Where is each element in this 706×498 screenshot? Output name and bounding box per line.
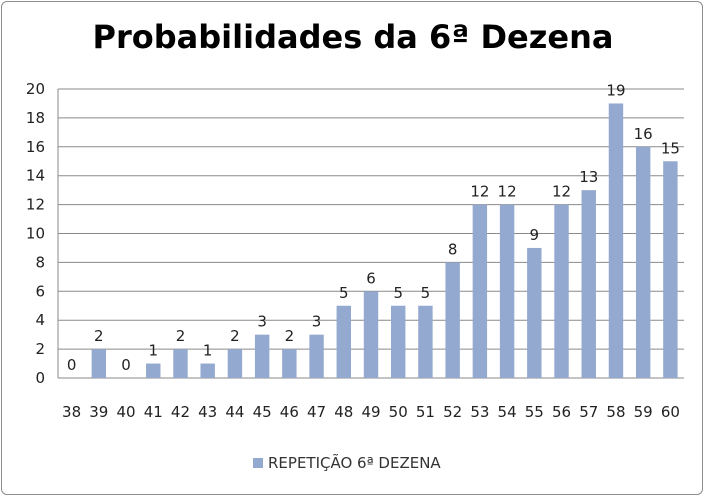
bar-54 (499, 204, 515, 378)
y-tick-label: 0 (35, 369, 45, 387)
x-tick-label: 49 (361, 403, 380, 421)
data-label: 3 (257, 313, 267, 331)
data-label: 5 (393, 284, 403, 302)
bar-53 (472, 204, 488, 378)
data-label: 8 (448, 240, 458, 258)
x-tick-label: 47 (307, 403, 326, 421)
data-label: 1 (203, 342, 213, 360)
x-tick-label: 60 (661, 403, 680, 421)
y-axis-ticks: 0 2 4 6 8 10 12 14 16 18 20 (26, 80, 45, 387)
bar-49 (363, 291, 379, 378)
data-label: 13 (579, 168, 598, 186)
data-label: 12 (552, 183, 571, 201)
x-tick-label: 39 (89, 403, 108, 421)
bar-56 (554, 204, 569, 378)
data-label: 1 (148, 342, 158, 360)
x-tick-label: 38 (62, 403, 81, 421)
x-tick-label: 40 (116, 403, 135, 421)
bar-42 (173, 349, 188, 378)
data-label: 5 (339, 284, 349, 302)
bar-51 (418, 305, 433, 378)
bar-55 (527, 247, 542, 378)
x-tick-label: 45 (253, 403, 272, 421)
y-tick-label: 2 (35, 340, 45, 358)
data-label: 16 (634, 125, 653, 143)
bar-39 (91, 349, 107, 378)
x-tick-label: 57 (579, 403, 598, 421)
data-label: 9 (530, 226, 540, 244)
x-tick-label: 52 (443, 403, 462, 421)
bar-47 (309, 334, 324, 378)
x-tick-label: 58 (606, 403, 625, 421)
x-axis-ticks: 38 39 40 41 42 43 44 45 46 47 48 49 50 51 52 53 54 55 56 57… (62, 403, 680, 421)
data-label: 19 (606, 81, 625, 99)
grid-lines (57, 88, 684, 379)
bar-41 (146, 363, 161, 378)
data-label: 12 (498, 183, 517, 201)
x-tick-label: 43 (198, 403, 217, 421)
bar-50 (391, 305, 406, 378)
legend-label: REPETIÇÃO 6ª DEZENA (268, 453, 441, 472)
bar-43 (200, 363, 215, 378)
data-label: 5 (421, 284, 431, 302)
data-label: 2 (176, 327, 186, 345)
data-label: 0 (121, 356, 131, 374)
data-label: 2 (94, 327, 104, 345)
x-tick-label: 59 (634, 403, 653, 421)
bars (91, 103, 678, 378)
x-tick-label: 42 (171, 403, 190, 421)
data-label: 2 (285, 327, 295, 345)
y-tick-label: 8 (35, 253, 45, 271)
data-label: 2 (230, 327, 240, 345)
y-tick-label: 10 (26, 225, 45, 243)
bar-58 (608, 103, 624, 378)
y-tick-label: 12 (26, 196, 45, 214)
x-tick-label: 48 (334, 403, 353, 421)
bar-46 (282, 349, 297, 378)
y-tick-label: 20 (26, 80, 45, 98)
y-tick-label: 14 (26, 167, 45, 185)
x-tick-label: 55 (525, 403, 544, 421)
bar-60 (663, 161, 678, 378)
y-tick-label: 6 (35, 282, 45, 300)
x-tick-label: 50 (389, 403, 408, 421)
bar-57 (581, 190, 596, 378)
x-tick-label: 53 (470, 403, 489, 421)
data-label: 12 (470, 183, 489, 201)
data-label: 0 (67, 356, 77, 374)
chart-title: Probabilidades da 6ª Dezena (92, 18, 614, 56)
bar-44 (227, 349, 243, 378)
y-tick-label: 18 (26, 109, 45, 127)
bar-52 (445, 262, 460, 378)
x-tick-label: 46 (280, 403, 299, 421)
y-tick-label: 16 (26, 138, 45, 156)
data-label: 15 (661, 139, 680, 157)
legend-swatch (253, 458, 263, 468)
bar-45 (254, 334, 270, 378)
x-tick-label: 56 (552, 403, 571, 421)
x-tick-label: 54 (498, 403, 517, 421)
bar-59 (635, 146, 651, 378)
x-tick-label: 51 (416, 403, 435, 421)
x-tick-label: 41 (144, 403, 163, 421)
data-label: 6 (366, 269, 376, 287)
data-label: 3 (312, 313, 322, 331)
legend: REPETIÇÃO 6ª DEZENA (253, 453, 441, 472)
y-tick-label: 4 (35, 311, 45, 329)
x-tick-label: 44 (225, 403, 244, 421)
bar-48 (336, 305, 351, 378)
